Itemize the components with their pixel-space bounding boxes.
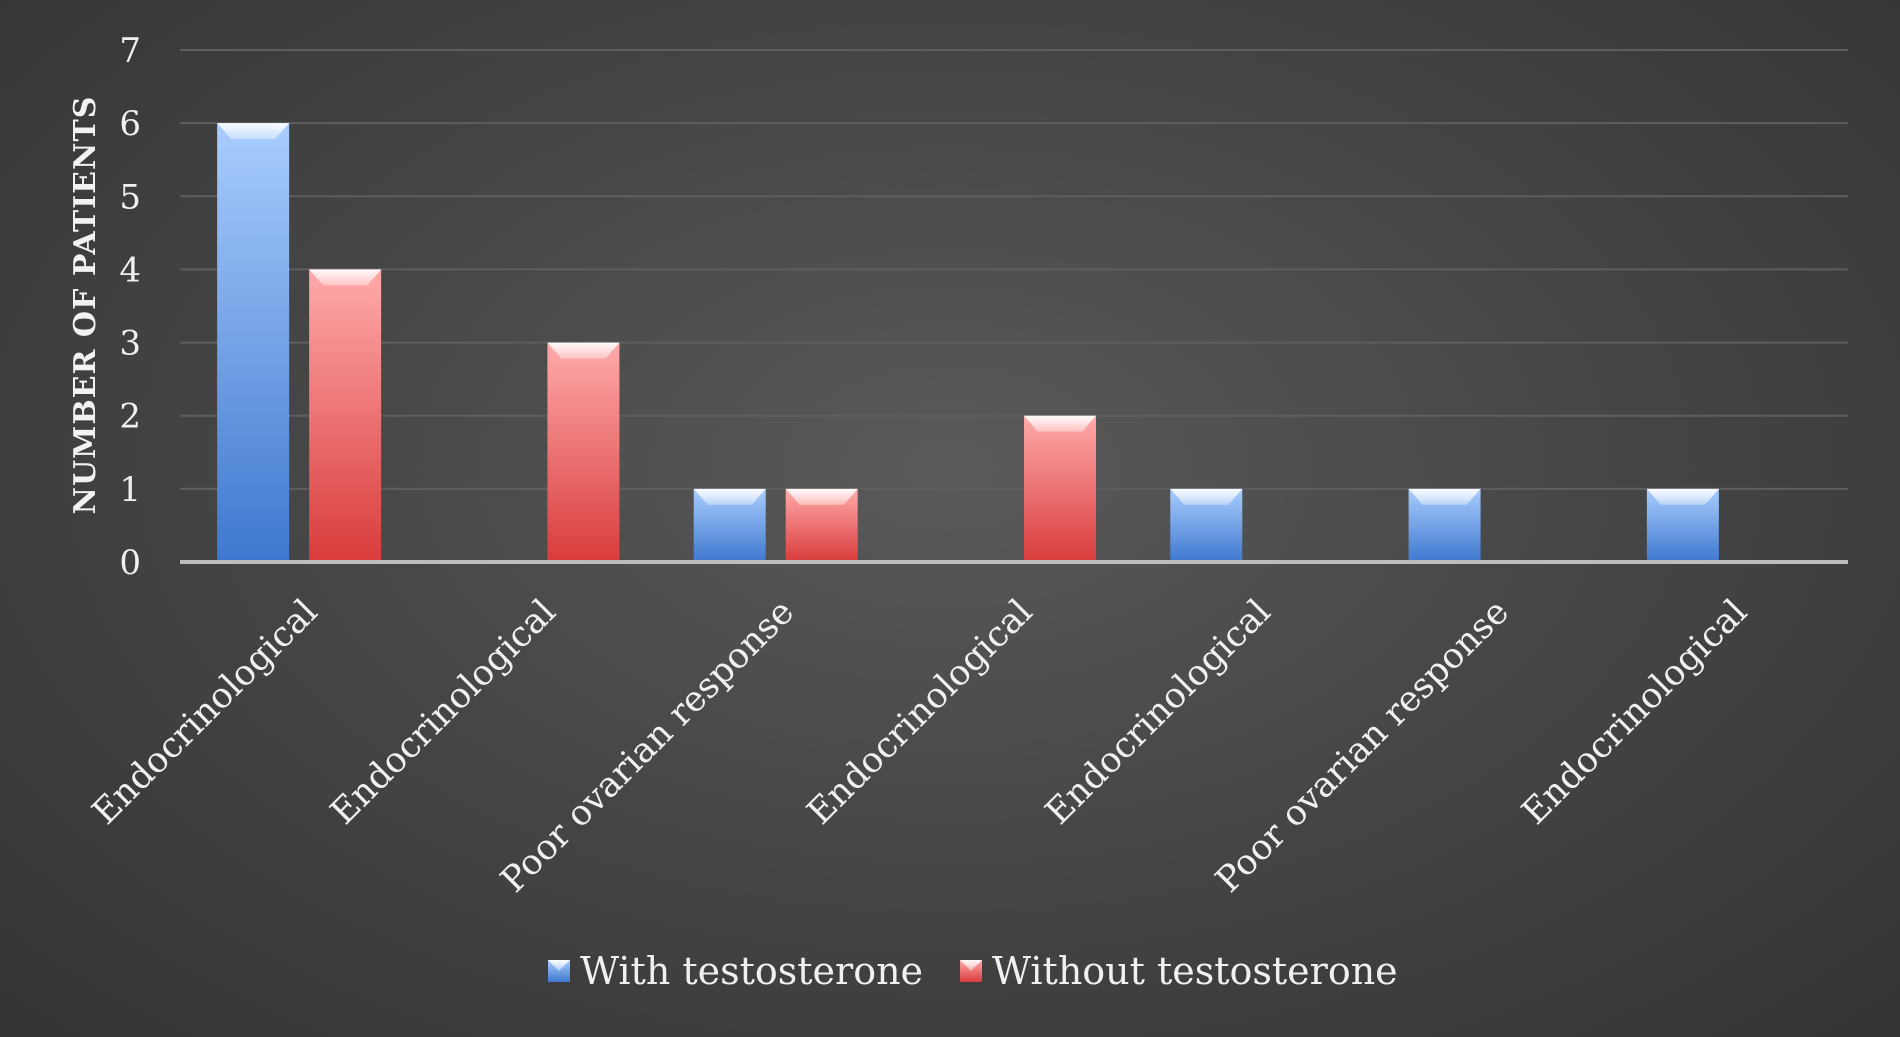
- bar: [693, 488, 766, 562]
- bar-cap: [1170, 488, 1243, 505]
- bar: [547, 342, 620, 562]
- legend-label: Without testosterone: [992, 949, 1398, 993]
- bar: [785, 488, 858, 562]
- y-tick-label: 5: [119, 177, 141, 217]
- x-category-label: Endocrinological: [85, 592, 326, 833]
- y-tick-label: 3: [119, 324, 141, 364]
- bar: [309, 269, 382, 562]
- bar: [1646, 488, 1719, 562]
- bar-body: [547, 342, 620, 562]
- y-axis-title: NUMBER OF PATIENTS: [68, 96, 103, 515]
- legend: With testosterone Without testosterone: [548, 949, 1398, 993]
- bars: [217, 123, 1719, 563]
- y-tick-label: 4: [119, 250, 141, 290]
- y-tick-label: 0: [119, 543, 141, 583]
- x-category-label: Endocrinological: [1515, 592, 1756, 833]
- legend-swatch-cap: [960, 960, 982, 971]
- bar-cap: [1408, 488, 1481, 505]
- bar-cap: [547, 342, 620, 359]
- legend-item: With testosterone: [548, 949, 923, 993]
- bar-cap: [217, 123, 290, 140]
- bar: [1170, 488, 1243, 562]
- bar: [1408, 488, 1481, 562]
- y-tick-label: 6: [119, 104, 141, 144]
- x-category-label: Endocrinological: [1038, 592, 1279, 833]
- legend-item: Without testosterone: [960, 949, 1398, 993]
- bar-cap: [785, 488, 858, 505]
- legend-swatch-cap: [548, 960, 570, 971]
- legend-label: With testosterone: [580, 949, 923, 993]
- gridlines: [180, 49, 1848, 490]
- bar: [217, 123, 290, 563]
- x-category-label: Endocrinological: [800, 592, 1041, 833]
- bar-body: [309, 269, 382, 562]
- bar-cap: [1646, 488, 1719, 505]
- bar: [1024, 415, 1096, 562]
- bar-body: [217, 123, 290, 563]
- bar-cap: [1024, 415, 1096, 432]
- bar-body: [1024, 415, 1096, 562]
- y-tick-label: 2: [119, 397, 141, 437]
- y-tick-label: 1: [119, 470, 141, 510]
- x-category-label: Endocrinological: [323, 592, 564, 833]
- bar-cap: [309, 269, 382, 286]
- y-tick-label: 7: [119, 31, 141, 71]
- bar-cap: [693, 488, 766, 505]
